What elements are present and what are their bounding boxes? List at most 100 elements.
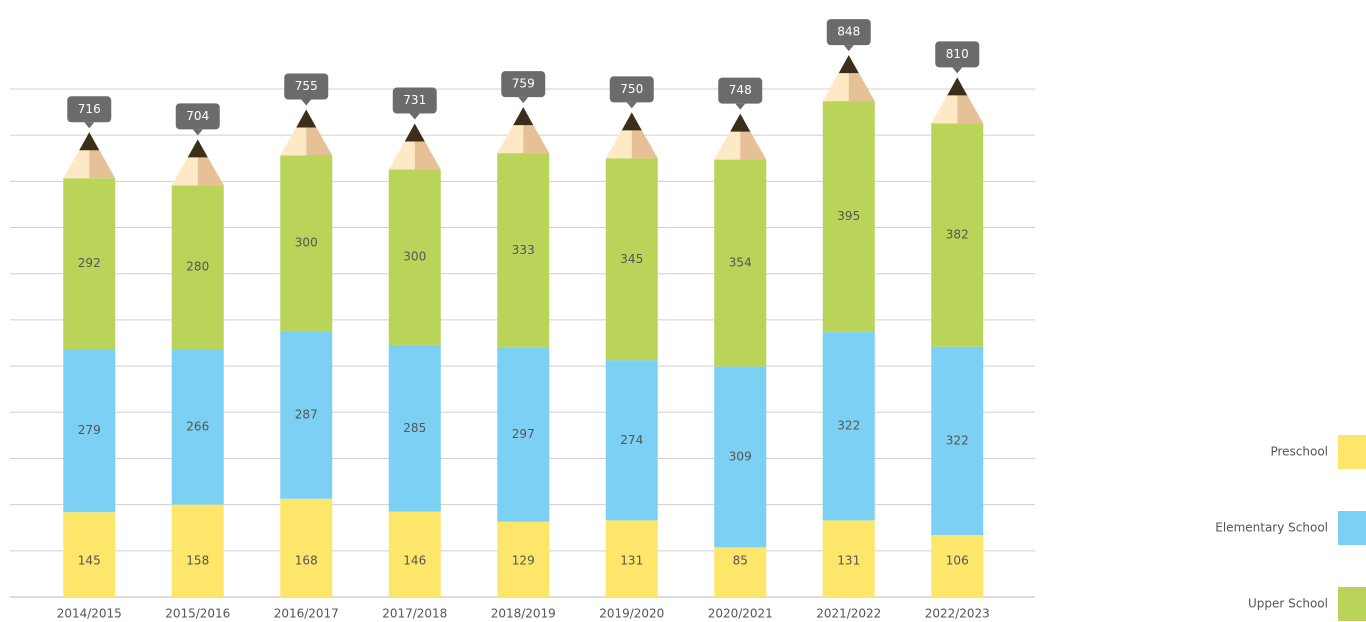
bar-segment [171, 185, 224, 350]
x-tick-label: 2021/2022 [816, 607, 881, 621]
bar-segment [931, 346, 984, 536]
pencil-lead [187, 139, 208, 158]
bar-segment [497, 521, 550, 597]
value-label: 382 [946, 228, 969, 242]
value-label: 129 [512, 554, 535, 568]
pencil-wood-right [740, 113, 767, 160]
pencil-lead [947, 77, 968, 96]
total-label: 810 [946, 47, 969, 61]
value-label: 333 [512, 243, 535, 257]
legend-swatch [1338, 435, 1366, 469]
legend-swatch [1338, 511, 1366, 545]
value-label: 266 [186, 419, 209, 433]
total-box [67, 96, 112, 123]
value-label: 274 [620, 433, 643, 447]
bar-segment [822, 520, 875, 597]
bar-segment [605, 360, 658, 521]
value-label: 395 [837, 209, 860, 223]
total-box [501, 71, 546, 98]
value-label: 345 [620, 252, 643, 266]
value-label: 285 [403, 421, 426, 435]
x-tick-label: 2022/2023 [925, 607, 990, 621]
bar-segment [280, 330, 333, 499]
pencil-wood-right [414, 123, 441, 170]
value-label: 322 [837, 419, 860, 433]
value-label: 131 [837, 554, 860, 568]
total-box [718, 77, 763, 104]
pencil-wood-right [306, 109, 333, 156]
total-box [935, 41, 980, 68]
bar-segment [63, 178, 116, 350]
legend-label: Upper School [1248, 597, 1328, 611]
x-tick-label: 2020/2021 [708, 607, 773, 621]
value-label: 85 [733, 554, 748, 568]
bar-segment [171, 504, 224, 597]
total-label: 716 [78, 102, 101, 116]
value-label: 309 [729, 449, 752, 463]
total-box [175, 103, 220, 130]
bar-segment [280, 155, 333, 331]
pencil-lead [79, 132, 100, 151]
bar-segment [497, 347, 550, 522]
legend-label: Preschool [1270, 445, 1328, 459]
total-box [826, 19, 871, 46]
pencil-lead [296, 109, 317, 128]
bar-segment [388, 169, 441, 345]
value-label: 300 [295, 236, 318, 250]
bar-segment [714, 547, 767, 597]
value-label: 146 [403, 554, 426, 568]
pencil-wood-left [280, 109, 307, 156]
value-label: 106 [946, 554, 969, 568]
total-pointer [518, 97, 529, 104]
total-label: 759 [512, 77, 535, 91]
pencil-wood-right [523, 107, 550, 154]
pencil-wood-right [631, 112, 658, 159]
total-pointer [301, 99, 312, 106]
total-pointer [952, 67, 963, 74]
bar-segment [171, 349, 224, 505]
pencil-lead [513, 107, 534, 126]
total-label: 731 [403, 93, 426, 107]
value-label: 322 [946, 433, 969, 447]
value-label: 297 [512, 427, 535, 441]
value-label: 300 [403, 250, 426, 264]
value-label: 158 [186, 554, 209, 568]
x-tick-label: 2017/2018 [382, 607, 447, 621]
x-tick-label: 2019/2020 [599, 607, 664, 621]
pencil-wood-left [931, 77, 958, 124]
bar-segment [714, 366, 767, 548]
pencil-wood-left [171, 139, 198, 186]
x-tick-label: 2015/2016 [165, 607, 230, 621]
total-pointer [192, 129, 203, 136]
pencil-lead [621, 112, 642, 131]
pencil-wood-left [822, 55, 849, 102]
pencil-wood-right [848, 55, 875, 102]
value-label: 131 [620, 554, 643, 568]
pencil-wood-right [957, 77, 984, 124]
total-box [392, 87, 437, 114]
value-label: 280 [186, 260, 209, 274]
bar-segment [822, 332, 875, 521]
bar-segment [714, 159, 767, 367]
x-tick-label: 2014/2015 [57, 607, 122, 621]
total-pointer [409, 113, 420, 120]
value-label: 354 [729, 256, 752, 270]
total-label: 704 [186, 109, 209, 123]
pencil-wood-left [63, 132, 90, 179]
total-label: 755 [295, 79, 318, 93]
pencil-wood-left [497, 107, 524, 154]
bar-segment [280, 498, 333, 597]
bar-segment [63, 349, 116, 513]
pencil-wood-left [388, 123, 415, 170]
pencil-lead [838, 55, 859, 74]
value-label: 168 [295, 554, 318, 568]
pencil-wood-right [89, 132, 116, 179]
bar-segment [388, 511, 441, 597]
total-pointer [735, 103, 746, 110]
bar-segment [931, 535, 984, 597]
total-pointer [843, 45, 854, 52]
value-label: 145 [78, 554, 101, 568]
total-label: 750 [620, 82, 643, 96]
pencil-lead [404, 123, 425, 142]
